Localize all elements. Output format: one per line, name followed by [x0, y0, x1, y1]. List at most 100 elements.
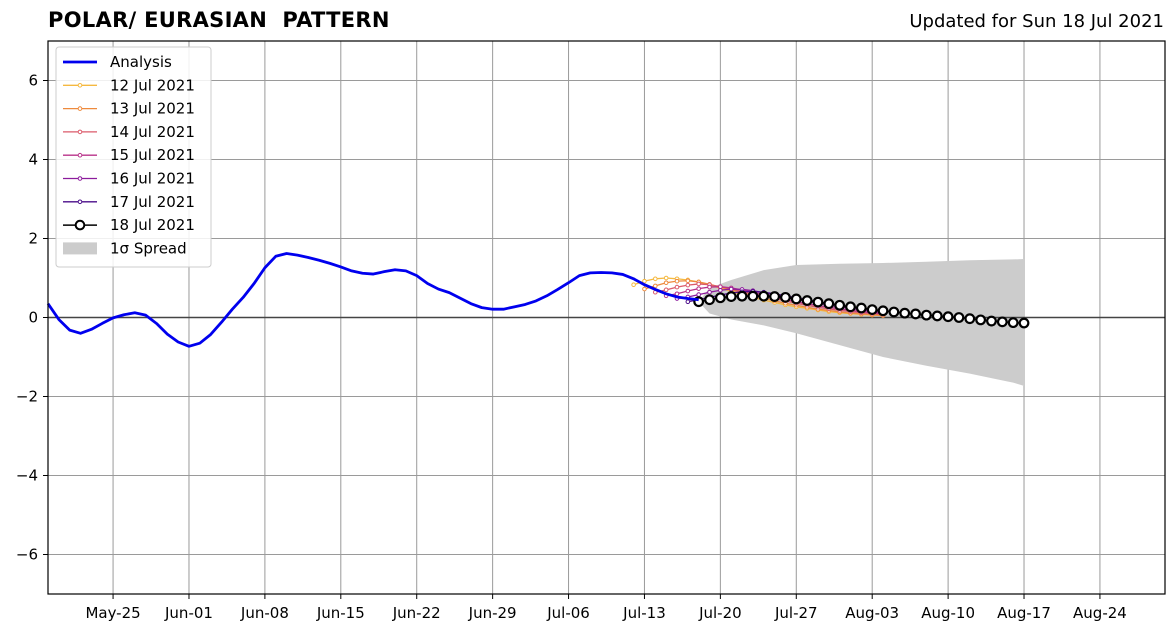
forecast-point: [877, 305, 889, 317]
legend-label: 1σ Spread: [110, 239, 187, 257]
analysis-series-line: [46, 252, 699, 348]
forecast-point: [696, 281, 701, 287]
spread-band: [698, 259, 1025, 386]
forecast-point: [975, 314, 987, 326]
legend-swatch: [63, 242, 97, 255]
forecast-point: [696, 286, 701, 291]
forecast-point: [736, 290, 748, 302]
forecast-point: [921, 309, 932, 321]
forecast-point: [663, 280, 669, 286]
forecast-point: [653, 276, 658, 282]
forecast-point: [812, 296, 824, 308]
legend-label: 17 Jul 2021: [110, 193, 195, 211]
spread-band-area: [698, 259, 1025, 386]
legend-marker: [77, 83, 83, 88]
legend-label: 15 Jul 2021: [110, 146, 195, 164]
forecast-point: [888, 306, 900, 318]
legend-label: 16 Jul 2021: [110, 170, 195, 188]
forecast-point: [1007, 317, 1019, 329]
legend-marker: [77, 106, 83, 111]
legend-marker: [74, 219, 86, 231]
axes: May-25 Jun-01 Jun-08 Jun-15 Jun-22 Jun-29 Jul-…: [16, 40, 1166, 622]
analysis-line: [46, 252, 699, 348]
forecast-point: [674, 284, 680, 290]
forecast-point: [696, 292, 701, 297]
forecast-point: [769, 291, 780, 302]
forecast-point: [931, 310, 943, 322]
x-tick-label: Jul-27: [774, 604, 818, 622]
forecast-point: [834, 299, 846, 311]
forecast-point: [910, 308, 921, 320]
forecast-point: [685, 278, 691, 284]
forecast-point: [663, 287, 669, 293]
forecast-point: [663, 275, 669, 281]
forecast-point: [899, 307, 911, 319]
legend-label: 18 Jul 2021: [110, 216, 195, 234]
x-tick-label: Jul-06: [546, 604, 590, 622]
forecast-point: [964, 313, 976, 325]
forecast-point: [1018, 317, 1030, 329]
x-tick-label: Jun-22: [392, 604, 441, 622]
forecast-point: [801, 295, 813, 306]
legend-label: 13 Jul 2021: [110, 100, 195, 118]
x-tick-label: Jun-15: [316, 604, 365, 622]
x-tick-label: Aug-10: [921, 604, 975, 622]
forecast-point: [674, 291, 680, 297]
forecast-point: [718, 287, 723, 293]
legend-marker: [77, 152, 83, 158]
y-tick-label: 0: [28, 309, 38, 327]
forecast-point: [704, 294, 715, 306]
forecast-point: [758, 290, 770, 302]
forecast-point: [790, 293, 802, 305]
forecast-point: [855, 302, 867, 314]
x-tick-label: Aug-03: [845, 604, 899, 622]
forecast-point: [674, 278, 680, 284]
y-tick-label: 4: [28, 151, 38, 169]
forecast-point: [866, 304, 878, 316]
y-tick-label: −2: [16, 388, 38, 406]
legend: Analysis 12 Jul 2021 13 Jul 2021 14 Jul 202…: [55, 46, 212, 268]
y-tick-label: 6: [28, 72, 38, 90]
forecast-point: [631, 282, 636, 288]
chart-title: POLAR/ EURASIAN PATTERN: [48, 8, 390, 32]
x-tick-label: Aug-24: [1073, 604, 1127, 622]
forecast-lines: [631, 275, 1030, 329]
forecast-point: [685, 299, 691, 305]
forecast-point: [953, 312, 965, 323]
forecast-point: [714, 292, 726, 304]
forecast-point: [845, 301, 856, 313]
legend-marker: [77, 176, 83, 181]
legend-marker: [77, 129, 83, 135]
forecast-point: [685, 288, 691, 294]
x-tick-label: Jul-13: [622, 604, 666, 622]
legend-label: 12 Jul 2021: [110, 76, 195, 94]
forecast-point: [653, 283, 658, 289]
x-tick-label: Aug-17: [997, 604, 1051, 622]
forecast-point: [747, 290, 759, 302]
x-tick-label: Jun-08: [240, 604, 289, 622]
forecast-point: [986, 315, 997, 327]
forecast-point: [996, 316, 1008, 328]
forecast-point: [780, 291, 791, 303]
forecast-point: [707, 289, 712, 295]
chart-subtitle: Updated for Sun 18 Jul 2021: [909, 11, 1164, 32]
forecast-point: [707, 284, 712, 290]
forecast-point: [942, 311, 954, 323]
x-tick-label: Jun-01: [164, 604, 213, 622]
forecast-point: [725, 291, 737, 302]
legend-marker: [77, 199, 83, 205]
forecast-point: [685, 282, 691, 288]
forecast-point: [642, 286, 647, 292]
x-tick-label: Jul-20: [698, 604, 742, 622]
forecast-line: [655, 283, 884, 315]
x-tick-label: May-25: [85, 604, 140, 622]
y-tick-label: −6: [16, 546, 38, 564]
legend-box: [55, 46, 212, 268]
x-tick-label: Jun-29: [468, 604, 517, 622]
forecast-point: [642, 278, 647, 284]
forecast-point: [728, 286, 734, 292]
forecast-point: [823, 298, 835, 310]
y-tick-label: −4: [16, 467, 38, 485]
legend-label: 14 Jul 2021: [110, 123, 195, 141]
